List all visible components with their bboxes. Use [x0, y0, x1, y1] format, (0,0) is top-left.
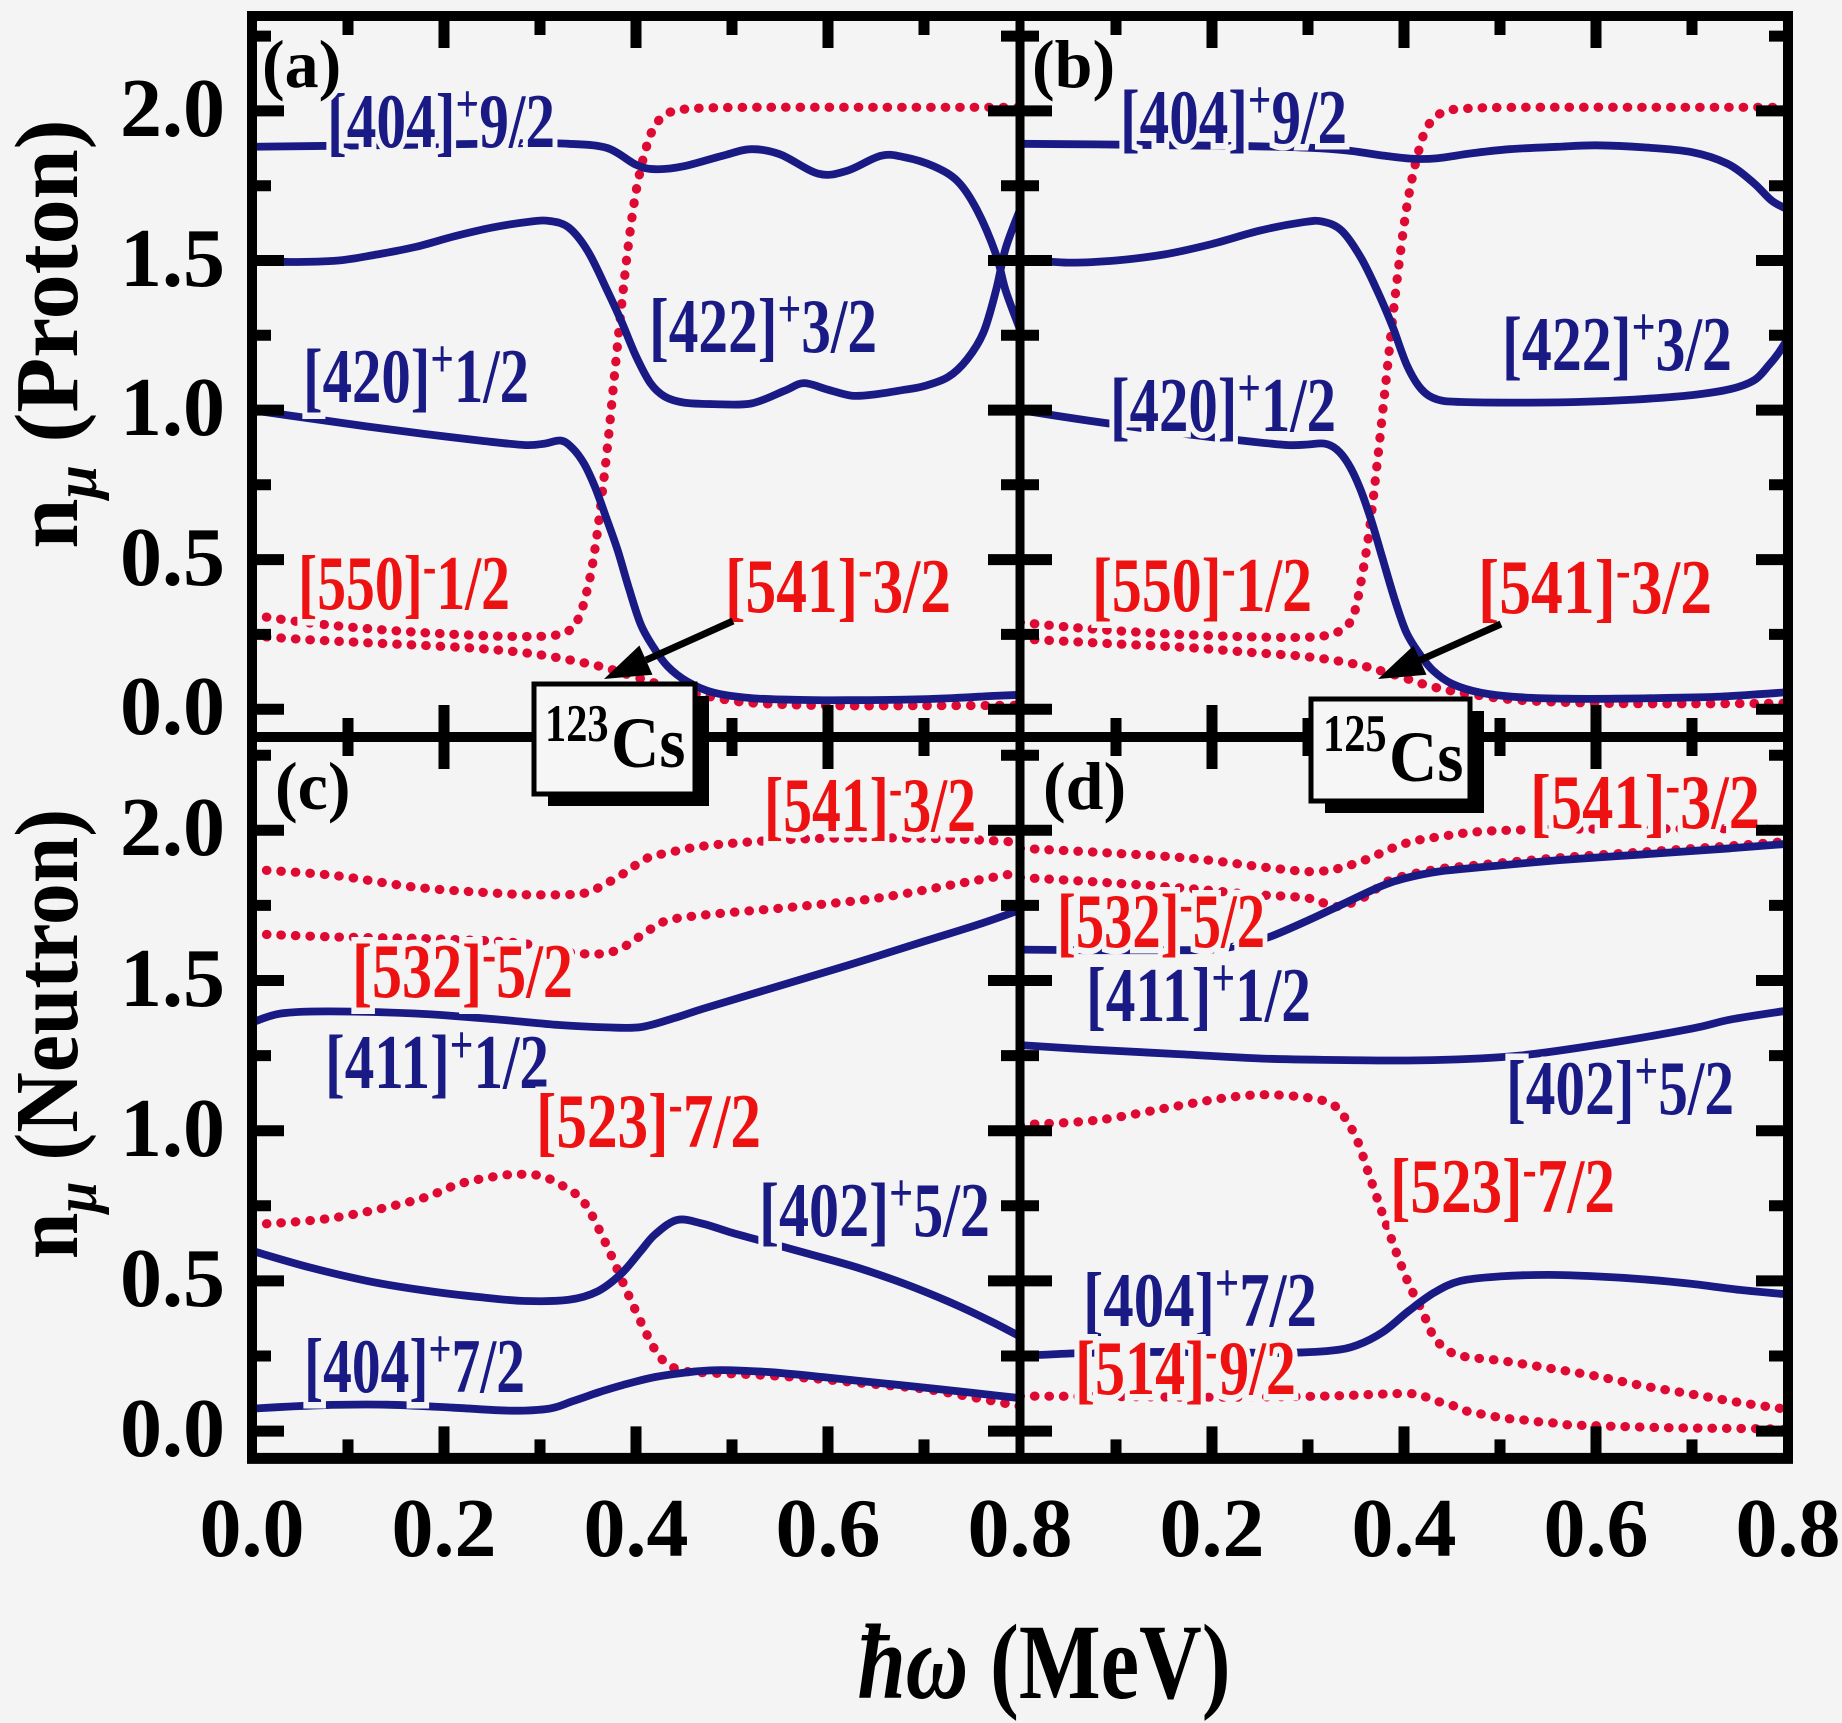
svg-text:0.8: 0.8	[968, 1482, 1073, 1575]
svg-text:1.5: 1.5	[120, 932, 225, 1025]
svg-text:[411]+1/2: [411]+1/2	[1086, 949, 1311, 1038]
svg-text:[411]+1/2: [411]+1/2	[325, 1016, 549, 1105]
svg-text:0.6: 0.6	[1544, 1482, 1649, 1575]
svg-text:123: 123	[545, 695, 609, 754]
svg-text:125: 125	[1323, 705, 1387, 764]
svg-text:0.2: 0.2	[392, 1482, 497, 1575]
svg-text:0.4: 0.4	[1352, 1482, 1457, 1575]
svg-text:2.0: 2.0	[120, 781, 225, 874]
svg-text:ħω (MeV): ħω (MeV)	[857, 1603, 1230, 1722]
svg-text:[404]+9/2: [404]+9/2	[1120, 71, 1347, 160]
svg-text:(a): (a)	[262, 26, 341, 102]
svg-text:[523]-7/2: [523]-7/2	[1390, 1139, 1615, 1229]
svg-text:[541]-3/2: [541]-3/2	[1530, 755, 1760, 846]
svg-text:Cs: Cs	[1389, 718, 1463, 798]
svg-text:[420]+1/2: [420]+1/2	[1110, 359, 1336, 448]
svg-text:[404]+7/2: [404]+7/2	[304, 1321, 525, 1409]
svg-text:[541]-3/2: [541]-3/2	[764, 758, 976, 848]
svg-text:(d): (d)	[1043, 748, 1126, 824]
svg-text:[404]+7/2: [404]+7/2	[1083, 1253, 1317, 1343]
svg-text:0.5: 0.5	[120, 511, 225, 604]
svg-text:[420]+1/2: [420]+1/2	[303, 330, 529, 419]
svg-text:0.8: 0.8	[1736, 1482, 1841, 1575]
svg-text:[532]-5/2: [532]-5/2	[352, 925, 573, 1014]
svg-text:[404]+9/2: [404]+9/2	[327, 75, 555, 164]
svg-text:0.2: 0.2	[1160, 1482, 1265, 1575]
svg-text:nμ (Proton): nμ (Proton)	[0, 119, 109, 548]
svg-text:[422]+3/2: [422]+3/2	[1502, 298, 1732, 387]
svg-text:(b): (b)	[1032, 26, 1115, 102]
svg-text:0.0: 0.0	[120, 1382, 225, 1475]
svg-text:[541]-3/2: [541]-3/2	[725, 538, 951, 629]
svg-text:Cs: Cs	[611, 704, 685, 784]
svg-text:1.0: 1.0	[120, 361, 225, 454]
svg-text:[532]-5/2: [532]-5/2	[1057, 875, 1265, 964]
svg-text:[550]-1/2: [550]-1/2	[1092, 539, 1312, 628]
svg-text:2.0: 2.0	[120, 62, 225, 155]
svg-text:[541]-3/2: [541]-3/2	[1478, 540, 1712, 630]
svg-text:[422]+3/2: [422]+3/2	[649, 280, 877, 369]
svg-text:(c): (c)	[275, 748, 350, 824]
svg-text:0.0: 0.0	[200, 1482, 305, 1575]
svg-text:0.4: 0.4	[584, 1482, 689, 1575]
svg-text:[523]-7/2: [523]-7/2	[536, 1074, 761, 1164]
svg-text:1.0: 1.0	[120, 1082, 225, 1175]
svg-text:nμ (Neutron): nμ (Neutron)	[0, 809, 109, 1259]
svg-text:0.5: 0.5	[120, 1232, 225, 1325]
svg-text:1.5: 1.5	[120, 212, 225, 305]
svg-text:[402]+5/2: [402]+5/2	[759, 1164, 990, 1253]
svg-text:[514]-9/2: [514]-9/2	[1075, 1322, 1296, 1411]
svg-text:[550]-1/2: [550]-1/2	[298, 536, 510, 626]
svg-text:0.0: 0.0	[120, 660, 225, 753]
svg-text:0.6: 0.6	[776, 1482, 881, 1575]
svg-text:[402]+5/2: [402]+5/2	[1506, 1042, 1734, 1131]
